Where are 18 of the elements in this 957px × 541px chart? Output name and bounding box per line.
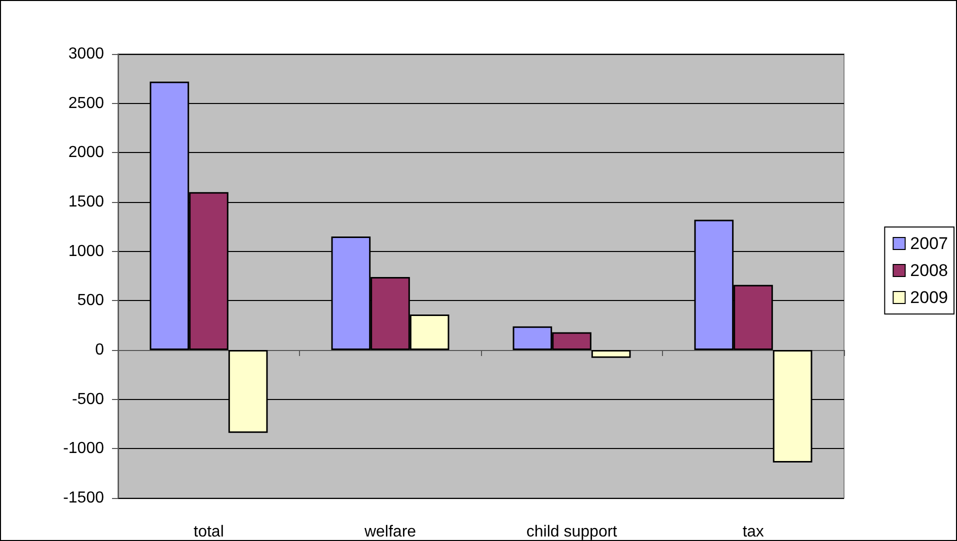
x-tick-label: tax — [742, 524, 764, 540]
y-tick-label: -500 — [72, 390, 104, 408]
bar — [591, 350, 631, 358]
x-tick-label: total — [194, 524, 224, 540]
y-tick-label: -1000 — [63, 440, 104, 458]
x-tick-label: welfare — [363, 524, 416, 540]
y-tick-label: 0 — [95, 342, 104, 358]
legend-label: 2007 — [910, 234, 948, 253]
legend-label: 2009 — [910, 288, 948, 307]
y-tick-label: 1500 — [68, 194, 104, 210]
y-tick-label: 2500 — [68, 94, 104, 112]
y-tick-label: -1500 — [63, 490, 104, 506]
y-tick-label: 3000 — [68, 46, 104, 62]
y-tick-label: 1000 — [68, 242, 104, 260]
y-tick-label: 500 — [77, 292, 104, 310]
legend-label: 2008 — [910, 261, 948, 280]
y-tick-label: 2000 — [68, 144, 104, 162]
x-tick-label: child support — [526, 524, 618, 540]
